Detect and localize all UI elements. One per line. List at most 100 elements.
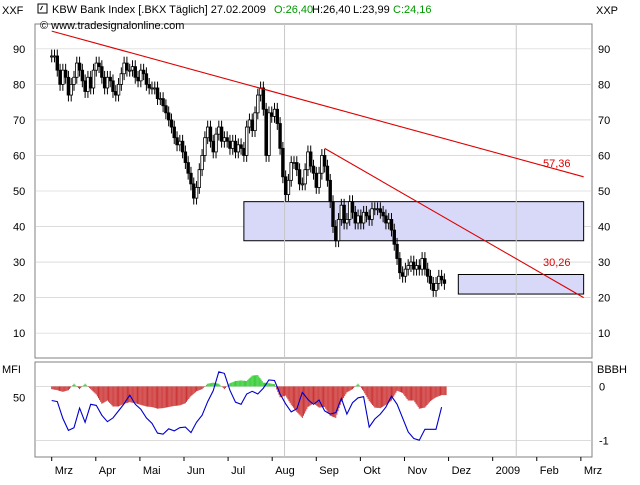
candle-body [172, 126, 176, 139]
candle-body [361, 211, 366, 224]
candle-body [72, 76, 76, 85]
month-label: Jul [231, 465, 245, 477]
candle-body [119, 73, 124, 85]
candle-body [264, 108, 268, 156]
candle-body [384, 215, 388, 224]
candle-body [414, 265, 419, 270]
candle-body [334, 226, 338, 242]
candle-body [127, 69, 132, 72]
candle-body [370, 208, 374, 220]
symbol-checkbox-icon[interactable] [37, 3, 48, 14]
price-tick-right: 40 [598, 222, 610, 234]
candle-body [208, 126, 213, 142]
price-tick-right: 50 [598, 186, 610, 198]
candle-body [178, 140, 182, 146]
candle-body [69, 84, 73, 96]
candle-body [336, 219, 341, 242]
price-tick-right: 10 [598, 328, 610, 340]
support-zones [243, 201, 585, 295]
candle-body [439, 275, 444, 281]
candle-body [272, 108, 277, 117]
candle-body [114, 91, 118, 96]
candle-body [309, 151, 313, 167]
candle-body [66, 76, 71, 96]
candle-body [434, 282, 438, 291]
candle-body [108, 76, 112, 82]
candle-body [222, 137, 227, 142]
candle-body [359, 215, 363, 224]
candle-body [300, 183, 305, 186]
candle-body [409, 261, 413, 267]
candle-body [431, 282, 435, 291]
candle-body [158, 98, 163, 101]
candle-body [205, 126, 210, 139]
candle-body [236, 144, 241, 153]
check-mark-icon [40, 5, 43, 11]
candle-body [55, 55, 59, 71]
candle-body [400, 272, 405, 277]
price-tick-left: 60 [13, 150, 25, 162]
chart-title: KBW Bank Index [.BKX Täglich] 27.02.2009 [52, 4, 266, 16]
candle-body [256, 94, 260, 114]
candle-body [183, 151, 188, 163]
candles [50, 49, 447, 297]
candle-body [94, 62, 98, 71]
candle-body [317, 172, 321, 188]
candle-body [75, 62, 79, 78]
candle-body [147, 84, 151, 89]
candle-body [381, 211, 385, 217]
price-tick-right: 30 [598, 257, 610, 269]
candle-body [50, 55, 54, 58]
candle-body [194, 187, 199, 199]
support-zone [243, 201, 585, 242]
candle-body [52, 55, 57, 58]
candle-body [375, 208, 380, 211]
candle-body [231, 140, 235, 149]
candle-body [428, 275, 433, 284]
candle-body [102, 76, 107, 89]
candle-body [295, 162, 299, 171]
axis-ticks: 10 10 20 20 30 30 40 40 50 50 60 60 70 70 80 80 90 90 Mrz A… [13, 44, 610, 477]
candle-body [292, 162, 296, 164]
watermark: © www.tradesignalonline.com [40, 20, 184, 32]
candle-body [267, 112, 271, 156]
candle-body [161, 98, 165, 107]
candle-body [289, 162, 293, 181]
candle-body [325, 165, 330, 181]
candle-body [200, 155, 204, 171]
candle-body [406, 265, 410, 270]
trendline-value-upper: 57,36 [543, 158, 571, 170]
candle-body [141, 69, 146, 75]
header: KBW Bank Index [.BKX Täglich] 27.02.2009… [37, 3, 432, 32]
trendlines [51, 30, 584, 299]
mfi-label: MFI [2, 364, 21, 376]
candle-body [247, 119, 252, 128]
month-label: Mrz [55, 465, 73, 477]
candle-body [239, 144, 243, 149]
candle-body [314, 172, 318, 188]
trendline [51, 30, 584, 178]
candle-body [169, 119, 174, 128]
high-value: H:26,40 [312, 4, 351, 16]
month-label: Feb [540, 465, 559, 477]
month-label: Apr [99, 465, 116, 477]
candle-body [211, 140, 215, 153]
candle-body [286, 179, 291, 195]
candle-body [350, 201, 355, 213]
candle-body [250, 119, 254, 131]
candle-body [86, 76, 90, 92]
candle-body [144, 73, 149, 85]
candle-body [77, 62, 82, 71]
candle-body [356, 215, 360, 224]
trendline [324, 147, 584, 299]
candle-body [348, 201, 352, 220]
candle-body [197, 169, 202, 188]
candle-body [136, 76, 140, 82]
candle-body [425, 268, 430, 277]
candle-body [80, 69, 85, 82]
candle-body [353, 211, 357, 224]
candle-body [253, 112, 257, 131]
candle-body [83, 80, 87, 92]
candle-body [437, 275, 441, 284]
candle-body [311, 165, 316, 174]
